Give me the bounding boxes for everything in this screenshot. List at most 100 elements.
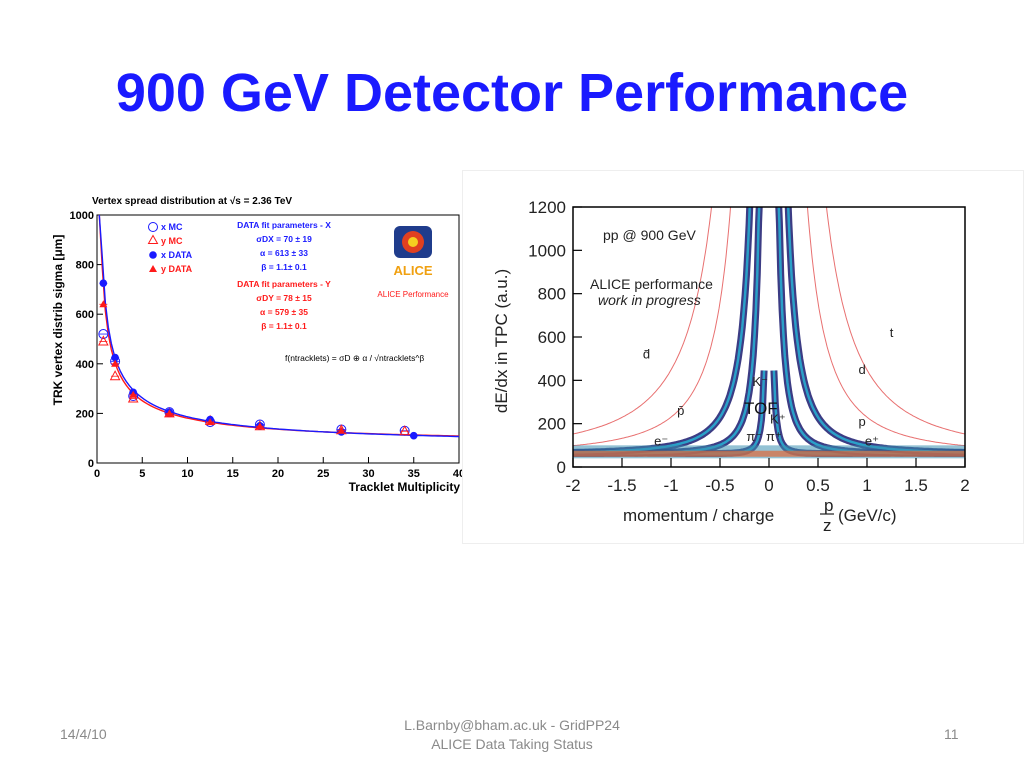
left-chart-title: Vertex spread distribution at √s = 2.36 … — [92, 196, 292, 207]
point-y-data — [337, 426, 346, 434]
particle-label: p — [858, 414, 865, 429]
left-y-tick-label: 0 — [88, 458, 94, 470]
left-x-tick-label: 5 — [139, 468, 145, 480]
left-y-tick-label: 800 — [76, 260, 94, 272]
alice-logo-text: ALICE — [394, 263, 433, 278]
dedx-band-proton — [784, 207, 965, 456]
footer-page-number: 11 — [944, 726, 959, 742]
right-y-tick-label: 0 — [557, 458, 566, 477]
right-x-axis-unit: (GeV/c) — [838, 506, 897, 525]
bethe-bloch-kaon — [778, 207, 965, 454]
right-y-tick-label: 1000 — [528, 241, 566, 260]
point-x-data — [409, 431, 418, 440]
point-y-data — [99, 300, 108, 308]
right-x-tick-label: 0.5 — [806, 476, 830, 495]
legend-y-mc-label: y MC — [161, 236, 183, 246]
left-y-tick-label: 600 — [76, 309, 94, 321]
legend-x-data-marker — [149, 251, 157, 259]
particle-label: e⁺ — [865, 433, 879, 448]
point-y-data — [165, 409, 174, 417]
right-plot-content — [573, 207, 965, 459]
left-y-tick-label: 400 — [76, 359, 94, 371]
right-y-tick-label: 600 — [538, 328, 566, 347]
fit-y-beta: β = 1.1± 0.1 — [261, 321, 307, 331]
left-y-tick-label: 1000 — [70, 210, 94, 222]
particle-label: d — [858, 362, 865, 377]
right-x-tick-label: 2 — [960, 476, 969, 495]
fit-y-sigma: σDY = 78 ± 15 — [256, 293, 312, 303]
right-y-tick-label: 400 — [538, 371, 566, 390]
left-x-tick-label: 0 — [94, 468, 100, 480]
fraction-z: z — [823, 516, 832, 535]
right-x-tick-label: 1.5 — [904, 476, 928, 495]
right-y-tick-label: 200 — [538, 415, 566, 434]
legend-x-mc-marker — [148, 222, 158, 232]
left-x-tick-label: 35 — [408, 468, 420, 480]
pz-fraction: p z — [820, 496, 834, 535]
dedx-svg: -2 -1.5 -1 -0.5 0 0.5 1 1.5 2 0 200 400 600 800 1000 12… — [492, 198, 970, 535]
footer-date: 14/4/10 — [60, 726, 107, 742]
particle-label: π⁺ — [766, 429, 782, 444]
point-x-data — [111, 353, 119, 362]
legend-x-mc-label: x MC — [161, 222, 183, 232]
left-x-tick-label: 15 — [227, 468, 239, 480]
fit-y-title: DATA fit parameters - Y — [237, 279, 331, 289]
fit-x-alpha: α = 613 ± 33 — [260, 248, 308, 258]
point-y-data — [255, 422, 264, 430]
alice-performance-label: ALICE Performance — [377, 290, 449, 299]
left-x-tick-label: 20 — [272, 468, 284, 480]
legend-x-data-label: x DATA — [161, 250, 193, 260]
point-y-mc — [98, 335, 109, 346]
right-plot-area: -2 -1.5 -1 -0.5 0 0.5 1 1.5 2 0 200 400 600 800 1000 12… — [528, 198, 970, 495]
particle-label: e⁻ — [654, 433, 668, 448]
bethe-bloch-proton — [787, 207, 965, 453]
particle-label: K⁻ — [752, 374, 768, 389]
right-y-tick-label: 1200 — [528, 198, 566, 217]
mip-band-core — [573, 450, 965, 457]
right-x-tick-label: -0.5 — [705, 476, 734, 495]
fit-x-sigma: σDX = 70 ± 19 — [256, 234, 312, 244]
point-x-data — [99, 279, 108, 287]
legend-y-mc-marker — [147, 234, 159, 244]
vertex-spread-chart: Vertex spread distribution at √s = 2.36 … — [50, 190, 465, 500]
annotation-alice-perf: ALICE performance — [590, 276, 713, 292]
left-x-tick-label: 25 — [317, 468, 329, 480]
point-y-mc — [109, 370, 121, 381]
fit-curve-x — [98, 214, 459, 438]
particle-label: p̄ — [677, 403, 684, 418]
left-x-tick-label: 30 — [362, 468, 374, 480]
legend-y-data-marker — [149, 265, 157, 272]
fit-y-alpha: α = 579 ± 35 — [260, 307, 308, 317]
bethe-bloch-triton — [573, 207, 712, 435]
annotation-tof: TOF — [744, 399, 778, 418]
annotation-wip: work in progress — [598, 292, 701, 308]
fit-x-beta: β = 1.1± 0.1 — [261, 262, 307, 272]
footer-author: L.Barnby@bham.ac.uk - GridPP24 — [404, 717, 620, 733]
fraction-p: p — [824, 496, 833, 515]
alice-logo-core — [408, 237, 418, 247]
particle-label: π⁻ — [746, 429, 762, 444]
left-x-axis-label: Tracklet Multiplicity — [349, 480, 461, 494]
left-y-tick-label: 200 — [76, 408, 94, 420]
footer-center: L.Barnby@bham.ac.uk - GridPP24 ALICE Dat… — [362, 716, 662, 754]
point-y-data — [129, 390, 138, 398]
slide-title: 900 GeV Detector Performance — [115, 63, 909, 123]
bethe-bloch-triton — [826, 207, 965, 435]
right-y-tick-label: 800 — [538, 285, 566, 304]
fit-formula: f(ntracklets) = σD ⊕ α / √ntracklets^β — [285, 353, 424, 363]
particle-label: t — [890, 325, 894, 340]
point-x-mc — [98, 329, 109, 340]
alice-logo: ALICE ALICE Performance — [377, 226, 449, 299]
dedx-band-core-proton — [786, 207, 965, 454]
right-x-tick-label: -1.5 — [607, 476, 636, 495]
right-x-tick-label: -1 — [663, 476, 678, 495]
right-y-axis-label: dE/dx in TPC (a.u.) — [492, 269, 511, 413]
right-x-tick-label: -2 — [565, 476, 580, 495]
right-plot-frame — [572, 206, 966, 468]
annotation-energy: pp @ 900 GeV — [603, 227, 696, 243]
point-y-mc — [399, 425, 411, 436]
point-y-data — [111, 359, 120, 367]
left-legend: x MC y MC x DATA y DATA — [147, 222, 193, 274]
dedx-band-core-kaon — [777, 207, 965, 455]
